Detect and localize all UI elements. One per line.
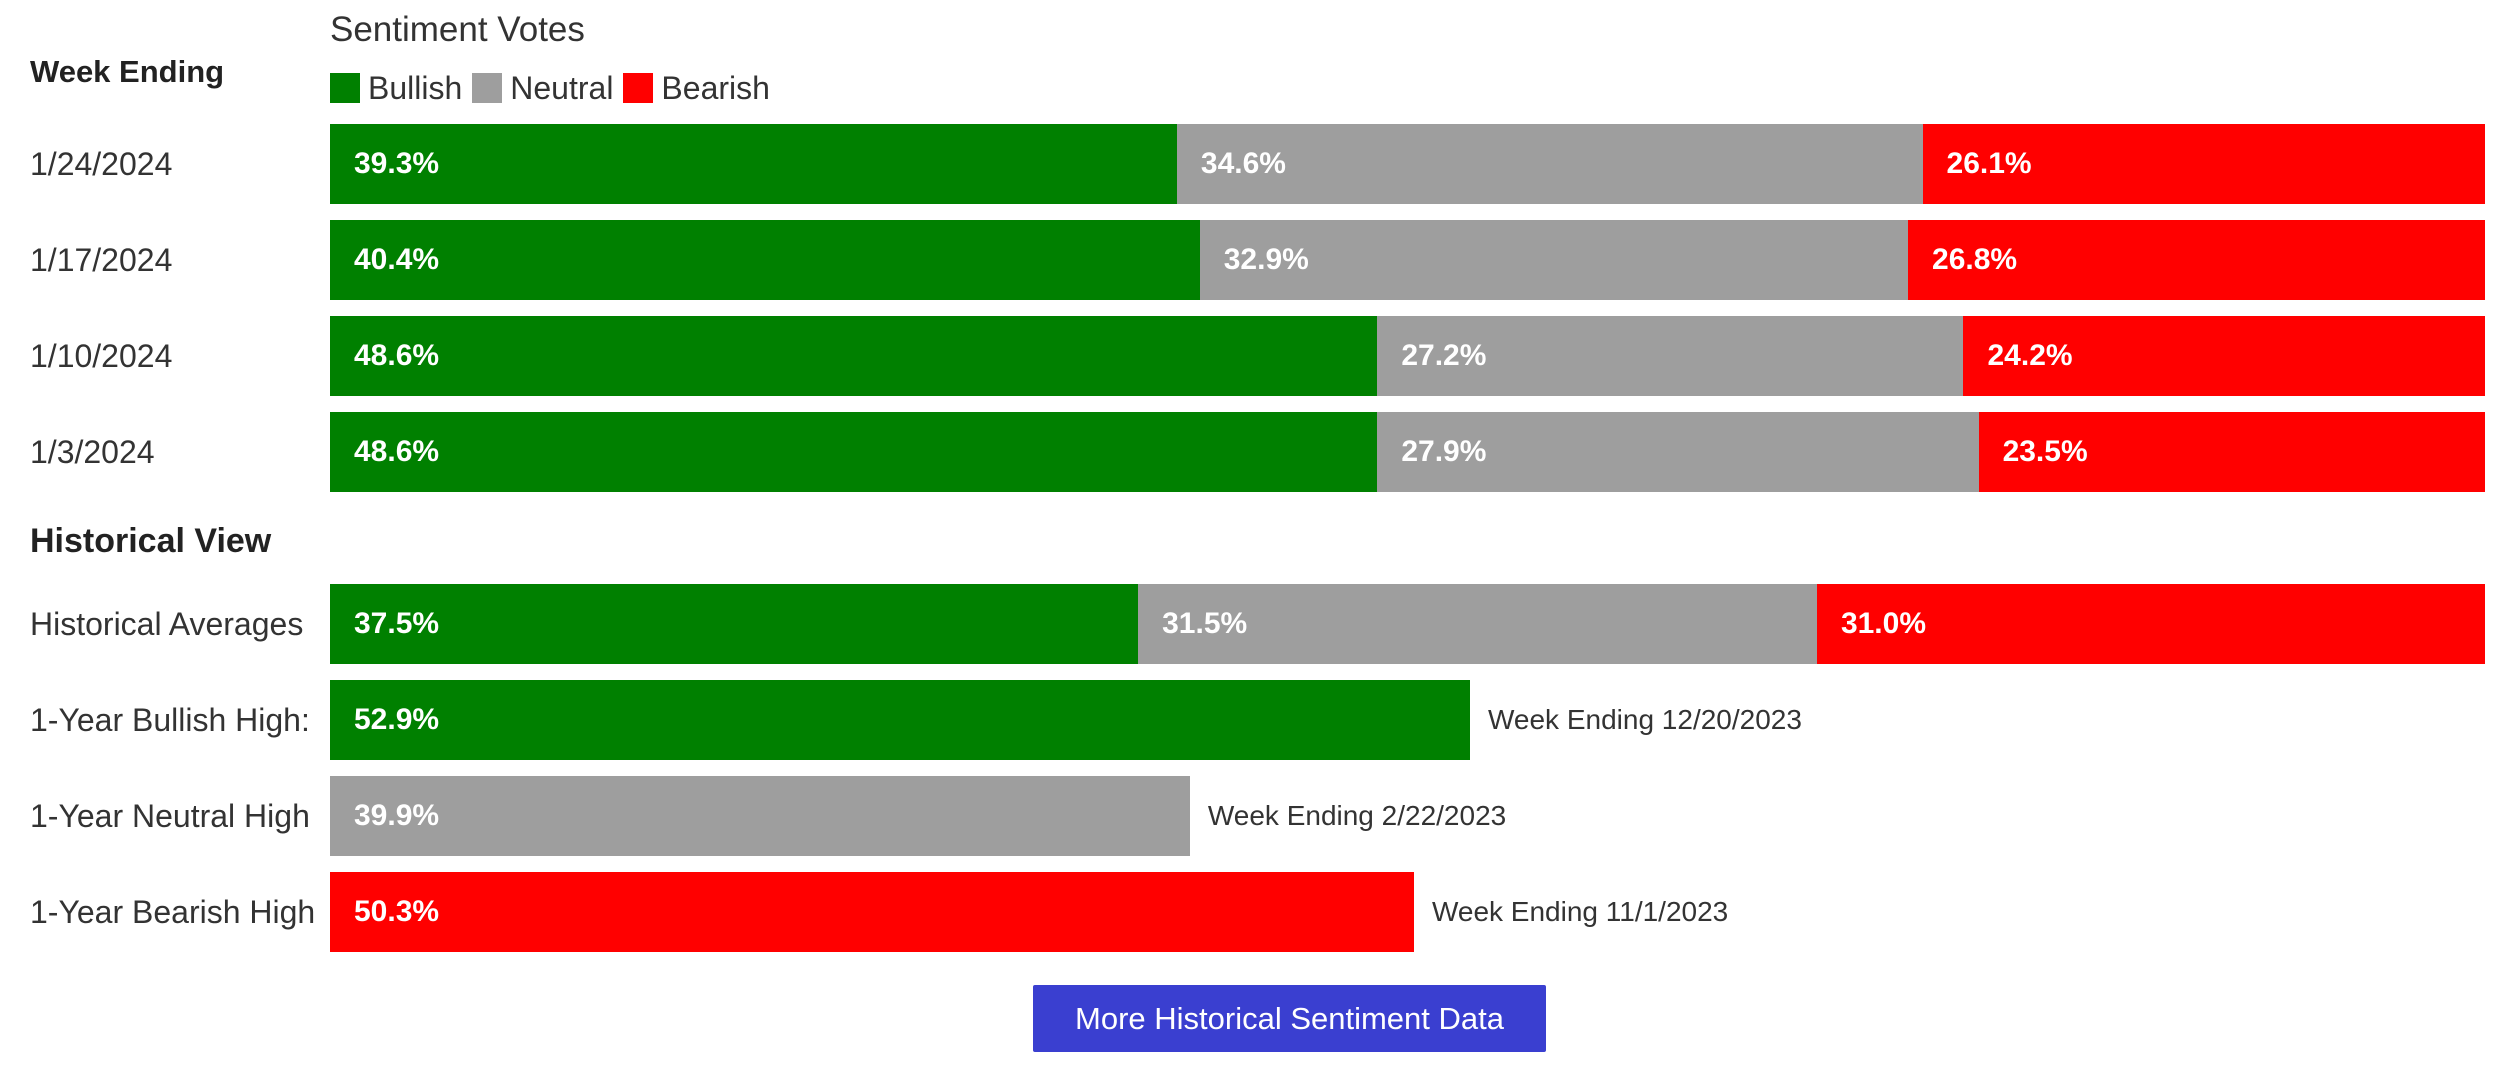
stacked-bar: 37.5% 31.5% 31.0% (330, 584, 2485, 664)
single-bar: 50.3% (330, 872, 2485, 952)
stacked-bar: 48.6% 27.2% 24.2% (330, 316, 2485, 396)
legend-swatch-bullish (330, 73, 360, 103)
legend-label: Bearish (661, 69, 770, 106)
bar-segment-neutral: 32.9% (1199, 220, 1909, 300)
row-label: 1-Year Bullish High: (30, 702, 310, 738)
bar-segment: 39.9% (330, 776, 1190, 856)
row-label: 1/17/2024 (30, 242, 173, 278)
week-ending-note: Week Ending 12/20/2023 (1487, 704, 1802, 735)
legend-swatch-neutral (472, 73, 503, 103)
bar-segment-bullish: 48.6% (330, 316, 1378, 396)
bar-segment-bullish: 48.6% (330, 412, 1378, 492)
bar-segment-bearish: 31.0% (1816, 584, 2485, 664)
single-bar: 39.9% (330, 776, 2485, 856)
bar-segment-neutral: 34.6% (1176, 124, 1923, 204)
bar-segment-bullish: 37.5% (330, 584, 1139, 664)
legend-item-bearish: Bearish (623, 70, 770, 107)
single-bar: 52.9% (330, 680, 2485, 760)
legend-swatch-bearish (623, 73, 654, 103)
legend-item-neutral: Neutral (472, 70, 613, 107)
stacked-bar: 40.4% 32.9% 26.8% (330, 220, 2485, 300)
bar-segment-neutral: 27.2% (1377, 316, 1964, 396)
bar-segment-neutral: 27.9% (1377, 412, 1979, 492)
row-label: 1/3/2024 (30, 434, 155, 470)
bar-segment-bearish: 26.8% (1908, 220, 2485, 300)
week-ending-note: Week Ending 2/22/2023 (1207, 800, 1507, 831)
historical-view-title: Historical View (30, 522, 272, 560)
bar-segment-neutral: 31.5% (1138, 584, 1817, 664)
chart-title: Sentiment Votes (330, 10, 585, 49)
row-label: 1/24/2024 (30, 146, 173, 182)
week-ending-header: Week Ending (30, 54, 225, 89)
legend-label: Neutral (510, 69, 614, 106)
bar-segment-bullish: 39.3% (330, 124, 1177, 204)
row-label: 1-Year Bearish High (30, 894, 316, 930)
bar-segment-bullish: 40.4% (330, 220, 1200, 300)
more-historical-data-button[interactable]: More Historical Sentiment Data (1033, 985, 1546, 1052)
legend: Bullish Neutral Bearish (330, 68, 780, 108)
bar-segment: 52.9% (330, 680, 1470, 760)
row-label: Historical Averages (30, 606, 304, 642)
week-ending-note: Week Ending 11/1/2023 (1431, 896, 1729, 927)
stacked-bar: 39.3% 34.6% 26.1% (330, 124, 2485, 204)
bar-segment-bearish: 23.5% (1978, 412, 2485, 492)
row-label: 1-Year Neutral High (30, 798, 310, 834)
bar-segment-bearish: 24.2% (1963, 316, 2485, 396)
bar-segment-bearish: 26.1% (1922, 124, 2485, 204)
stacked-bar: 48.6% 27.9% 23.5% (330, 412, 2485, 492)
legend-label: Bullish (368, 69, 463, 106)
legend-item-bullish: Bullish (330, 70, 462, 107)
bar-segment: 50.3% (330, 872, 1414, 952)
row-label: 1/10/2024 (30, 338, 173, 374)
